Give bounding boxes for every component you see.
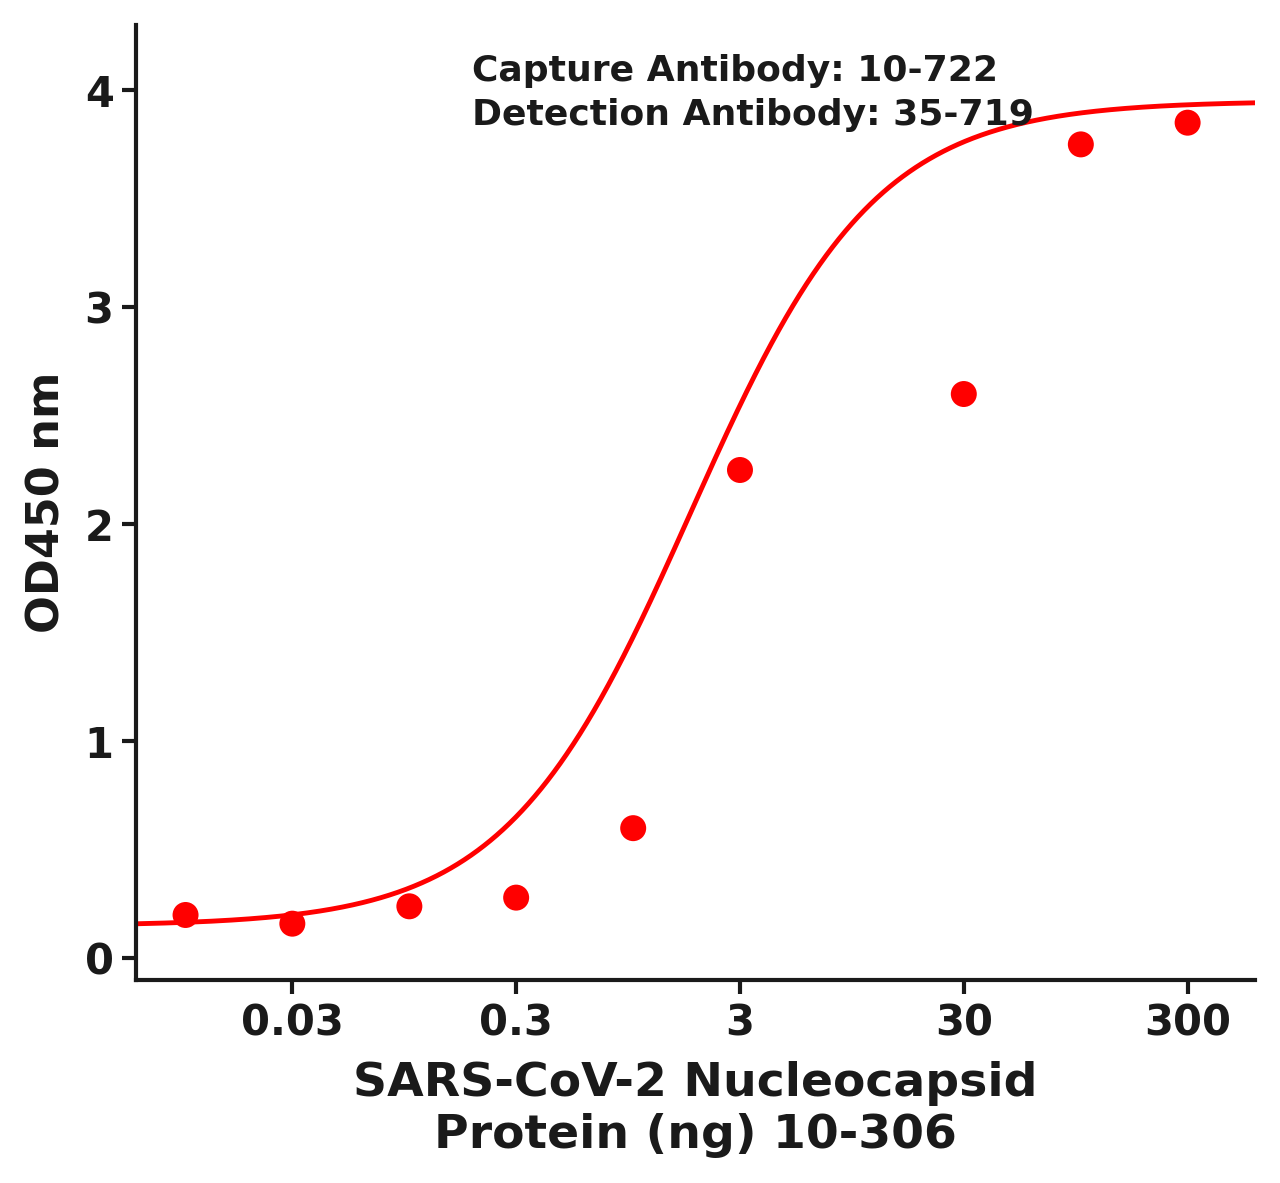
Point [175,905,196,924]
Point [623,819,644,838]
Y-axis label: OD450 nm: OD450 nm [26,371,68,633]
Point [730,460,750,479]
Text: Capture Antibody: 10-722
Detection Antibody: 35-719: Capture Antibody: 10-722 Detection Antib… [471,53,1034,132]
Point [399,897,420,916]
Point [954,384,974,403]
Point [1070,135,1091,154]
X-axis label: SARS-CoV-2 Nucleocapsid
Protein (ng) 10-306: SARS-CoV-2 Nucleocapsid Protein (ng) 10-… [353,1061,1038,1158]
Point [282,914,302,933]
Point [1178,114,1198,132]
Point [506,888,526,907]
